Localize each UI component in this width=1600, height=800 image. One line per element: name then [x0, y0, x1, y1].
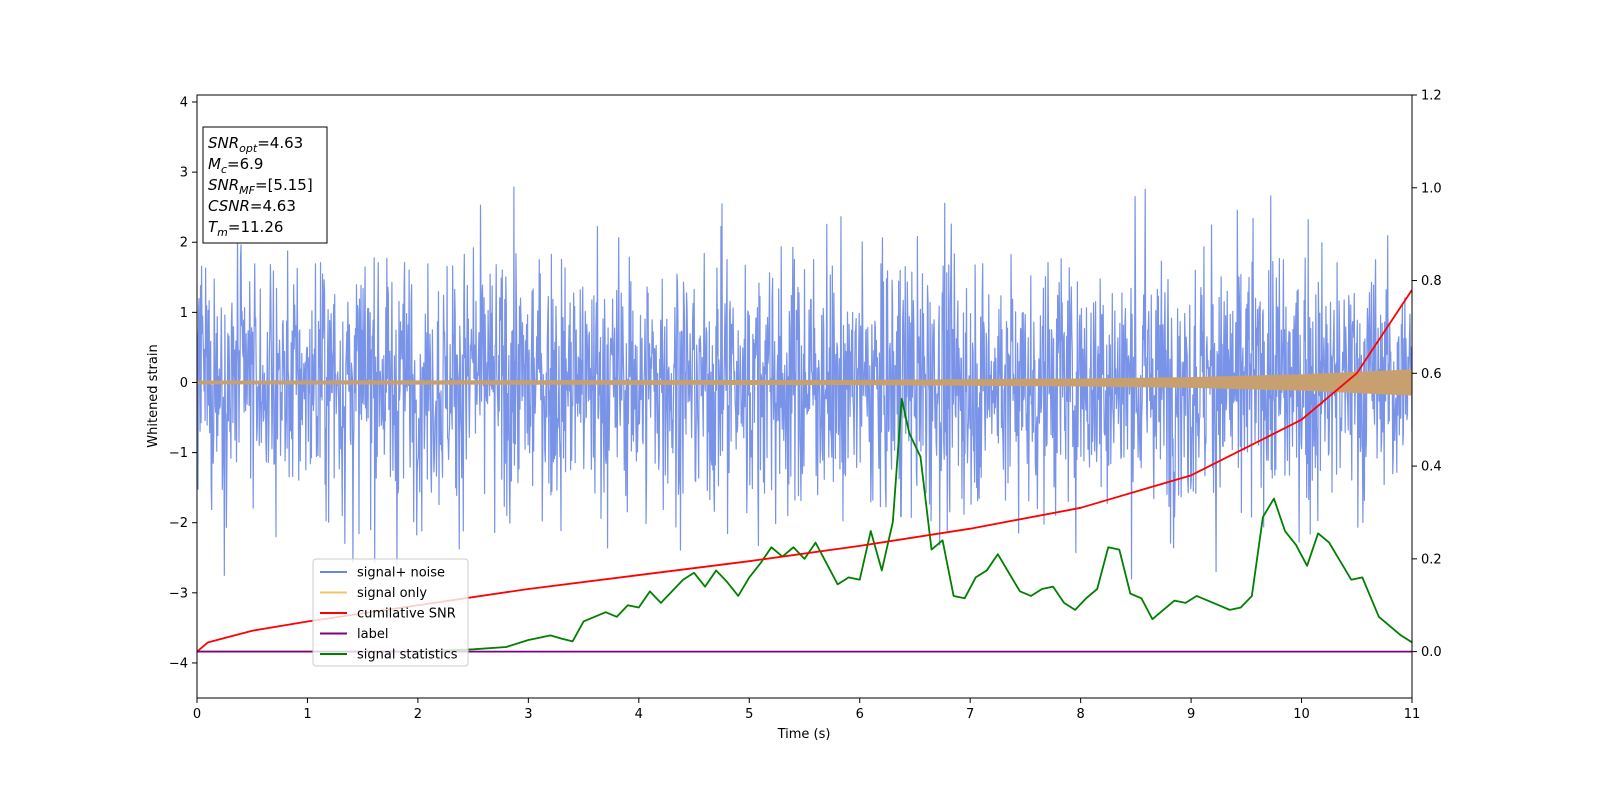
y-right-tick-label: 0.4: [1421, 460, 1442, 475]
stats-line: Tm=11.26: [208, 218, 283, 239]
signal-plus-noise-line: [197, 186, 1412, 580]
signal-only-series: [197, 369, 1412, 396]
y-left-tick-label: 4: [180, 96, 188, 111]
stats-subscript: opt: [239, 142, 258, 155]
stats-line: SNRopt=4.63: [208, 134, 303, 155]
y-left-tick-label: −4: [169, 656, 188, 671]
stats-symbol: M: [208, 155, 221, 173]
x-tick-label: 2: [414, 707, 422, 722]
y-left-tick-label: 2: [180, 236, 188, 251]
legend: signal+ noise signal only cumilative SNR la…: [312, 558, 469, 667]
y-right-tick-label: 0.8: [1421, 274, 1442, 289]
stats-box-frame: [202, 126, 328, 244]
stats-line: Mc=6.9: [208, 155, 263, 176]
stats-line: SNRMF=[5.15]: [208, 176, 313, 197]
x-tick-label: 1: [303, 707, 311, 722]
y-right-tick-label: 0.6: [1421, 367, 1442, 382]
left-y-axis: 4 3 2 1 0 −1 −2 −3 −4: [169, 96, 197, 671]
stats-symbol: SNR: [208, 176, 239, 194]
stats-value: =[5.15]: [255, 176, 313, 194]
x-tick-label: 4: [635, 707, 643, 722]
y-axis-title: Whitened strain: [146, 344, 161, 447]
x-tick-label: 8: [1076, 707, 1084, 722]
x-axis: 0 1 2 3 4 5 6 7 8 9 10 11: [193, 698, 1420, 722]
y-left-tick-label: 3: [180, 166, 188, 181]
y-right-tick-label: 0.0: [1421, 645, 1442, 660]
y-left-tick-label: −2: [169, 516, 188, 531]
signal-plus-noise-series: [197, 186, 1412, 580]
stats-value: =6.9: [227, 155, 263, 173]
stats-symbol: T: [208, 218, 219, 236]
legend-label: signal+ noise: [357, 566, 445, 581]
cumilative-snr-line: [197, 289, 1412, 653]
x-tick-label: 6: [856, 707, 864, 722]
y-right-tick-label: 1.0: [1421, 181, 1442, 196]
x-axis-title: Time (s): [777, 727, 831, 742]
stats-symbol: SNR: [208, 134, 239, 152]
y-left-tick-label: −1: [169, 446, 188, 461]
stats-value: =4.63: [250, 197, 296, 215]
x-tick-label: 9: [1187, 707, 1195, 722]
right-y-axis: 1.2 1.0 0.8 0.6 0.4 0.2 0.0: [1412, 89, 1442, 660]
x-tick-label: 5: [745, 707, 753, 722]
plot-area: [197, 186, 1412, 653]
x-tick-label: 0: [193, 707, 201, 722]
x-tick-label: 11: [1404, 707, 1421, 722]
y-left-tick-label: −3: [169, 586, 188, 601]
x-tick-label: 7: [966, 707, 974, 722]
y-left-tick-label: 0: [180, 376, 188, 391]
plot-frame: [196, 94, 1413, 699]
legend-label: signal only: [357, 586, 427, 601]
stats-symbol: CSNR: [208, 197, 250, 215]
stats-subscript: c: [221, 163, 227, 176]
legend-label: cumilative SNR: [357, 607, 456, 622]
y-left-tick-label: 1: [180, 306, 188, 321]
stats-line: CSNR=4.63: [208, 197, 296, 215]
legend-label: label: [357, 627, 388, 642]
x-tick-label: 3: [524, 707, 532, 722]
y-right-tick-label: 1.2: [1421, 89, 1442, 104]
x-tick-label: 10: [1293, 707, 1310, 722]
signal-statistics-line: [197, 397, 1412, 653]
stats-box: SNRopt=4.63Mc=6.9SNRMF=[5.15]CSNR=4.63Tm…: [202, 126, 328, 244]
stats-subscript: m: [217, 226, 228, 239]
legend-frame: [312, 558, 469, 667]
stats-value: =4.63: [257, 134, 303, 152]
stats-value: =11.26: [228, 218, 284, 236]
y-right-tick-label: 0.2: [1421, 552, 1442, 567]
stats-subscript: MF: [239, 184, 255, 197]
signal-only-band: [197, 369, 1412, 396]
legend-label: signal statistics: [357, 648, 458, 663]
